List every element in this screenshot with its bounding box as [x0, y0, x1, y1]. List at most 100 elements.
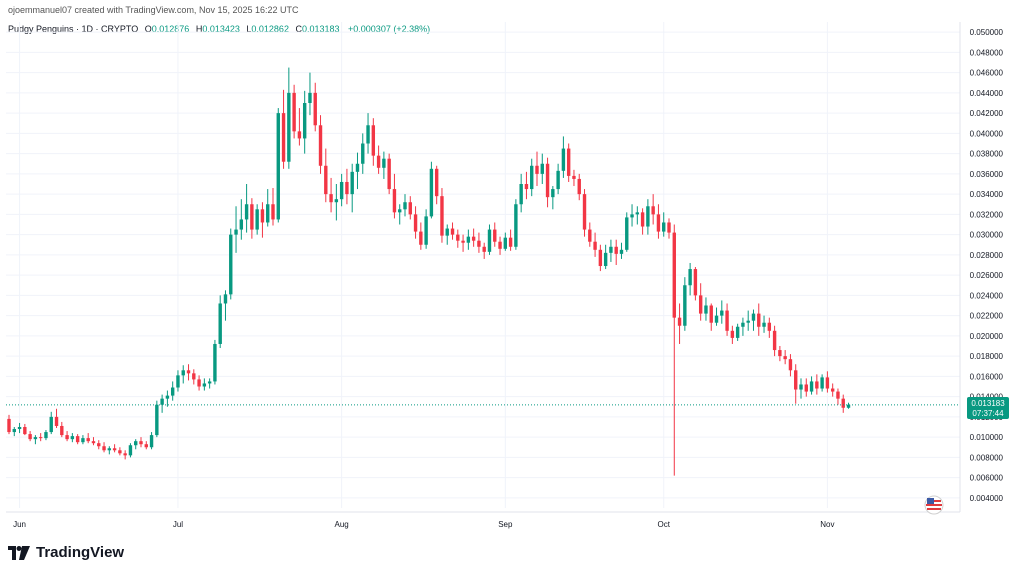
- candle: [144, 441, 148, 450]
- candle-body: [112, 448, 117, 451]
- candle: [757, 303, 761, 336]
- us-flag-icon[interactable]: [924, 495, 944, 515]
- candle: [778, 346, 782, 362]
- symbol-legend: Pudgy Penguins · 1D · CRYPTO O0.012876 H…: [8, 24, 430, 34]
- candle-body: [239, 219, 244, 230]
- candle: [767, 317, 772, 338]
- candle-body: [17, 427, 22, 430]
- candle-body: [450, 228, 455, 235]
- y-tick-label: 0.016000: [970, 372, 1004, 381]
- candle-body: [698, 295, 703, 314]
- candle: [202, 378, 207, 391]
- candle-body: [313, 92, 317, 126]
- candle-body: [535, 165, 539, 174]
- candle-body: [49, 416, 53, 433]
- candle-body: [155, 404, 159, 436]
- candle: [477, 232, 481, 253]
- price-axis[interactable]: 0.0040000.0060000.0080000.0100000.012000…: [970, 28, 1004, 503]
- candle: [799, 378, 803, 399]
- candle: [662, 212, 666, 237]
- candle-body: [514, 204, 518, 247]
- candle: [86, 433, 90, 444]
- candle-body: [841, 398, 845, 408]
- candle: [413, 206, 418, 239]
- candle: [376, 145, 381, 174]
- candle-body: [292, 92, 296, 132]
- candle-body: [176, 375, 180, 388]
- candle-body: [778, 350, 782, 357]
- candle-body: [440, 196, 444, 236]
- candle: [646, 199, 650, 235]
- x-tick-label: Oct: [657, 520, 670, 529]
- candle: [28, 431, 32, 442]
- candle-body: [466, 236, 471, 243]
- candle-body: [551, 189, 555, 198]
- candle: [355, 152, 360, 190]
- candle-body: [693, 269, 698, 296]
- brand-name: TradingView: [36, 544, 125, 561]
- candle-body: [392, 189, 397, 213]
- y-tick-label: 0.044000: [970, 89, 1004, 98]
- candle-body: [398, 209, 402, 213]
- candle-body: [91, 441, 96, 444]
- candle: [820, 374, 824, 392]
- high-value: 0.013423: [202, 24, 240, 34]
- candle: [540, 153, 544, 184]
- candle-body: [339, 181, 344, 200]
- candle: [582, 189, 587, 237]
- candle: [128, 443, 133, 458]
- candle-body: [281, 113, 286, 162]
- candle-body: [234, 229, 238, 235]
- y-tick-label: 0.048000: [970, 48, 1004, 57]
- price-tag-countdown: 07:37:44: [972, 409, 1004, 418]
- candle-body: [735, 326, 740, 338]
- candle-body: [757, 313, 761, 327]
- candle-body: [382, 158, 386, 168]
- open-label: O: [144, 24, 152, 34]
- candle: [324, 148, 328, 203]
- candle: [75, 434, 80, 445]
- candle-body: [609, 246, 613, 253]
- candle-body: [12, 429, 16, 433]
- candle: [746, 310, 750, 331]
- candle-body: [287, 92, 291, 162]
- candle: [429, 161, 434, 219]
- candle-body: [297, 131, 302, 139]
- candle-body: [688, 269, 692, 286]
- tradingview-logo[interactable]: TradingView: [8, 544, 124, 561]
- symbol-name[interactable]: Pudgy Penguins · 1D · CRYPTO: [8, 24, 139, 34]
- candle-body: [493, 229, 497, 242]
- candle-body: [419, 231, 423, 245]
- candle: [392, 173, 397, 219]
- candle-body: [334, 199, 339, 203]
- candle: [545, 157, 550, 208]
- candle-body: [572, 175, 576, 179]
- candle: [735, 323, 740, 341]
- time-axis[interactable]: Jun Jul Aug Sep Oct Nov: [13, 520, 834, 529]
- candle: [102, 442, 106, 453]
- candle: [33, 435, 38, 445]
- candle: [815, 374, 819, 395]
- y-tick-label: 0.032000: [970, 210, 1004, 219]
- candle: [91, 437, 96, 446]
- candle: [38, 433, 43, 442]
- candle-body: [213, 343, 217, 382]
- y-tick-label: 0.028000: [970, 251, 1004, 260]
- candle: [281, 89, 286, 169]
- candle: [804, 378, 808, 397]
- candle: [524, 171, 529, 200]
- candle: [482, 242, 486, 259]
- candle-body: [656, 214, 661, 232]
- close-label: C: [295, 24, 302, 34]
- candle: [725, 303, 729, 336]
- candle: [493, 222, 497, 247]
- change-value: +0.000307 (+2.38%): [348, 24, 431, 34]
- candle: [223, 290, 228, 321]
- candle: [260, 202, 265, 238]
- candle-body: [519, 184, 523, 205]
- candle: [688, 262, 692, 296]
- candle: [577, 173, 581, 201]
- y-tick-label: 0.018000: [970, 352, 1004, 361]
- x-tick-label: Jul: [173, 520, 183, 529]
